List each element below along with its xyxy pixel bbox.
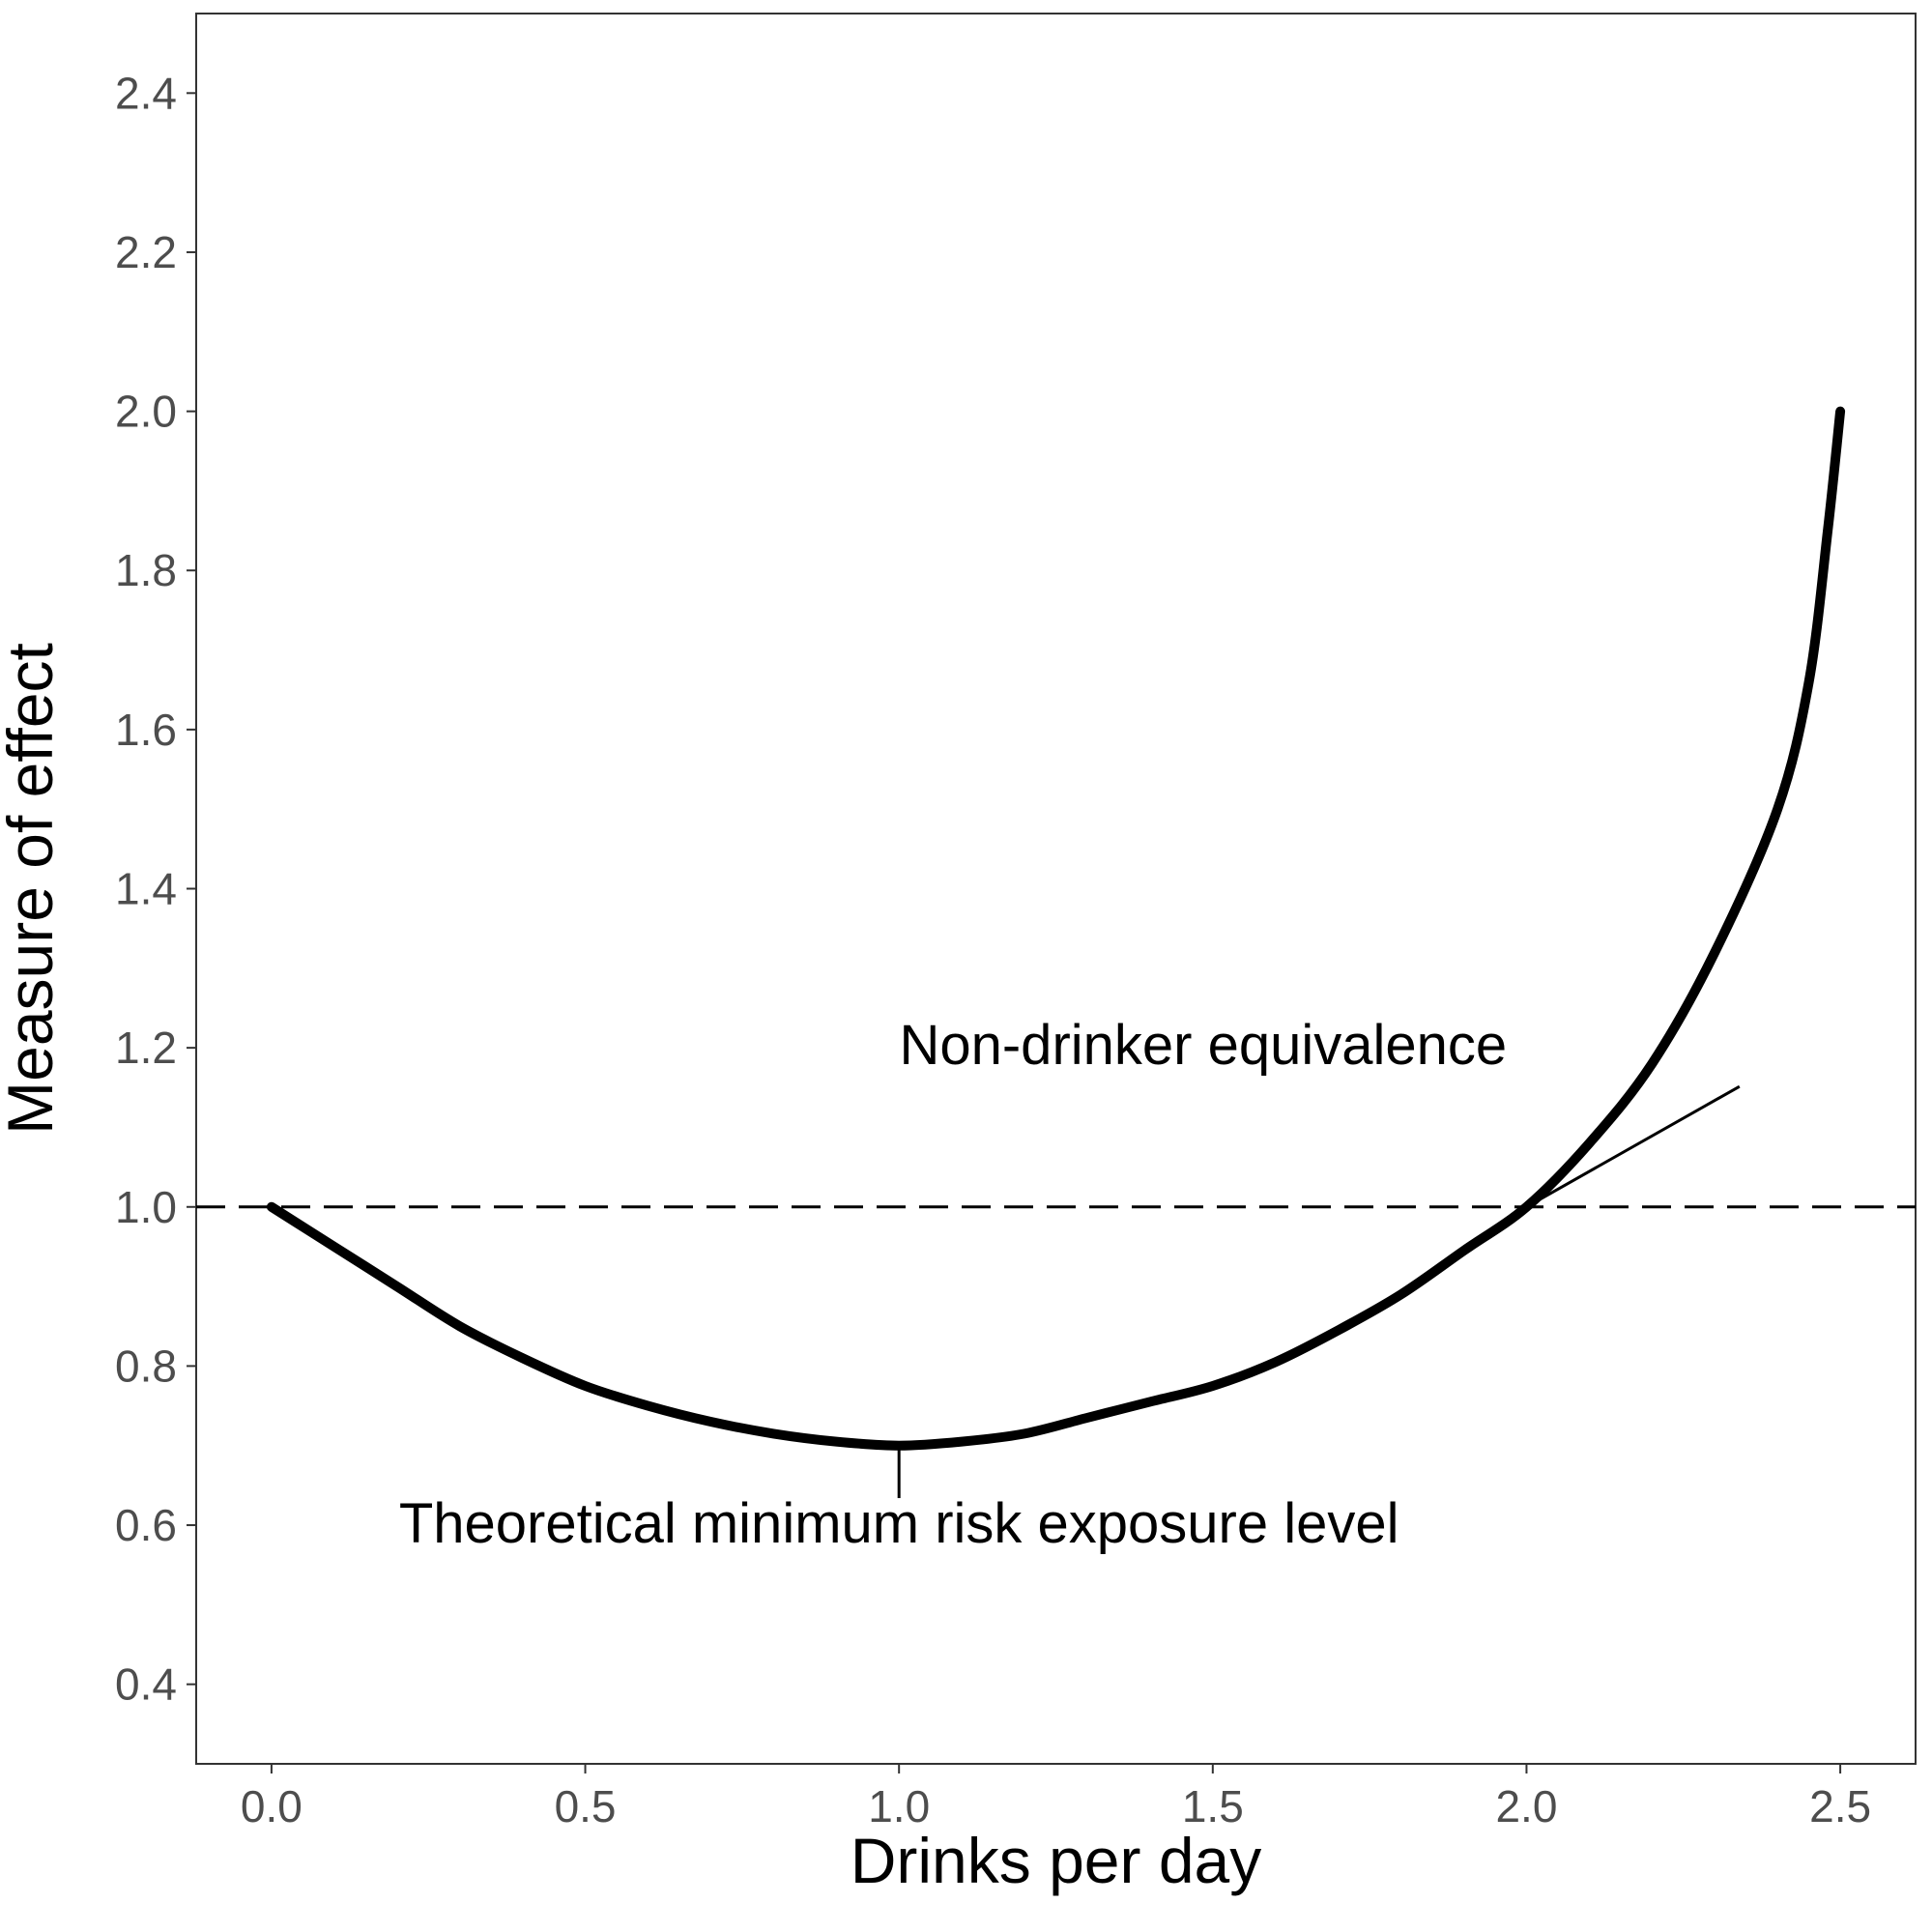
annotation-layer: Non-drinker equivalence Theoretical minim… <box>399 1014 1741 1555</box>
y-tick-label: 1.4 <box>115 864 177 914</box>
y-tick-label: 0.8 <box>115 1341 177 1391</box>
x-tick-label: 1.0 <box>868 1781 930 1831</box>
x-tick-label: 0.0 <box>241 1781 303 1831</box>
y-tick-label: 1.6 <box>115 705 177 755</box>
annotation-label-2: Theoretical minimum risk exposure level <box>399 1492 1399 1555</box>
x-tick-label: 1.5 <box>1182 1781 1244 1831</box>
x-axis-title: Drinks per day <box>851 1825 1262 1896</box>
y-tick-label: 0.6 <box>115 1500 177 1550</box>
annotation-leader-1 <box>1525 1084 1741 1209</box>
x-tick-label: 0.5 <box>555 1781 617 1831</box>
series-line-1 <box>266 406 1846 1451</box>
axis-layer: 0.4 0.6 0.8 1.0 1.2 1.4 1.6 1.8 2.0 2.2 2.4 0.0 0.5 1… <box>115 68 1871 1831</box>
y-tick-label: 2.0 <box>115 387 177 437</box>
y-tick-label: 2.2 <box>115 227 177 277</box>
y-tick-label: 2.4 <box>115 68 177 118</box>
annotation-label-1: Non-drinker equivalence <box>899 1014 1507 1077</box>
y-tick-label: 1.2 <box>115 1023 177 1073</box>
y-tick-label: 0.4 <box>115 1659 177 1710</box>
x-tick-label: 2.0 <box>1495 1781 1557 1831</box>
y-tick-label: 1.8 <box>115 545 177 595</box>
x-tick-label: 2.5 <box>1809 1781 1871 1831</box>
series-layer <box>266 406 1846 1451</box>
y-tick-label: 1.0 <box>115 1182 177 1232</box>
y-axis-title: Measure of effect <box>0 643 66 1135</box>
